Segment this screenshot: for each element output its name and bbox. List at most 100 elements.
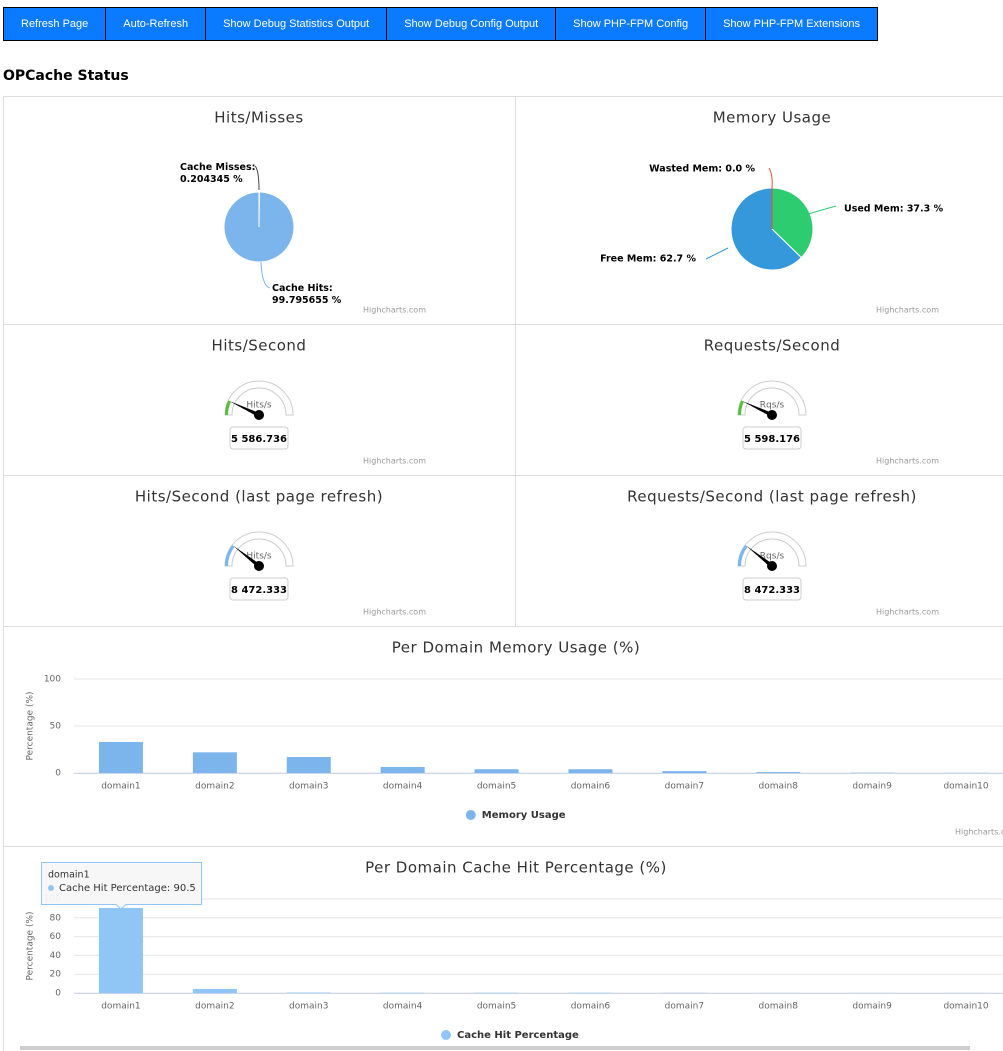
label-box: Cache Hits: 99.795655 %: [272, 283, 342, 306]
x-tick-label: domain8: [759, 782, 799, 792]
y-tick-label: 20: [50, 970, 62, 980]
x-tick-label: domain7: [665, 1002, 704, 1012]
gauge-value: 5 586.736: [231, 434, 287, 445]
gauge-background: [737, 531, 807, 567]
gauge-pivot: [254, 410, 264, 420]
button[interactable]: Show PHP-FPM Extensions: [705, 7, 879, 41]
gauge-band: [225, 400, 231, 415]
bar: [286, 757, 331, 773]
x-tick-label: domain3: [289, 1002, 328, 1012]
x-tick-label: domain2: [195, 1002, 234, 1012]
panel-border: [3, 846, 1003, 1051]
credits: Highcharts.com: [363, 306, 426, 315]
gauge-band: [738, 400, 744, 415]
chart-title: Hits/Second (last page refresh): [135, 488, 383, 506]
pie-slice: [730, 187, 803, 271]
gauge-needle: [742, 400, 773, 417]
gauge-pivot: [767, 561, 777, 571]
gauge-needle: [746, 545, 774, 568]
scrollbar: [20, 1046, 970, 1050]
gauge-value: 5 598.176: [744, 434, 800, 445]
bar: [192, 988, 237, 993]
gauge-value: 8 472.333: [231, 585, 287, 596]
button[interactable]: Show Debug Statistics Output: [205, 7, 388, 41]
bar: [98, 741, 143, 773]
legend-label: Memory Usage: [482, 810, 566, 821]
y-tick-label: 50: [50, 722, 62, 732]
legend-label: Cache Hit Percentage: [457, 1030, 579, 1041]
x-tick-label: domain2: [195, 782, 234, 792]
label-connector: [260, 261, 271, 289]
button[interactable]: Refresh Page: [3, 7, 107, 41]
bar: [756, 772, 801, 773]
legend-symbol: [465, 810, 476, 820]
gauge-background: [224, 380, 294, 416]
x-tick-label: domain4: [383, 1002, 423, 1012]
data-label: Free Mem: 62.7 %: [600, 254, 696, 265]
x-tick-label: domain5: [477, 1002, 516, 1012]
button[interactable]: Show Debug Config Output: [386, 7, 557, 41]
pie-slice: [223, 191, 295, 263]
y-tick-label: 0: [55, 769, 61, 779]
data-label: Cache Misses: 0.204345 %: [180, 162, 256, 185]
data-label: Used Mem: 37.3 %: [844, 204, 944, 215]
x-tick-label: domain10: [943, 782, 988, 792]
y-tick-label: 100: [44, 675, 61, 685]
gauge-needle: [233, 545, 261, 568]
y-tick-label: 60: [50, 932, 62, 942]
bar: [662, 771, 707, 773]
heading: OPCache Status: [3, 68, 129, 84]
chart-title: Requests/Second: [704, 337, 841, 355]
data-label: Cache Hits: 99.795655 %: [272, 283, 342, 306]
gauge-band: [738, 545, 748, 566]
tooltip-text: Cache Hit Percentage: 90.5: [59, 883, 196, 894]
x-tick-label: domain8: [759, 1002, 799, 1012]
label-connector: [705, 247, 729, 260]
gauge-value-box: [229, 577, 289, 601]
gauge-value-box: [742, 577, 802, 601]
x-tick-label: domain1: [101, 1002, 140, 1012]
chart-title: Requests/Second (last page refresh): [627, 488, 917, 506]
gauge-value-box: [229, 426, 289, 450]
chart-title: Per Domain Memory Usage (%): [392, 639, 640, 657]
gauge-unit: Rqs/s: [760, 401, 785, 411]
bar: [192, 752, 237, 773]
chart-title: Hits/Second: [212, 337, 307, 355]
tooltip-box: [41, 862, 202, 910]
button[interactable]: Show PHP-FPM Config: [555, 7, 707, 41]
x-tick-label: domain4: [383, 782, 423, 792]
bar: [380, 766, 425, 773]
tooltip-symbol: [48, 885, 54, 891]
x-tick-label: domain5: [477, 782, 516, 792]
gauge-band: [225, 545, 235, 566]
y-axis-label: Percentage (%): [26, 691, 36, 760]
credits: Highcharts.com: [876, 608, 939, 617]
credits: Highcharts.com: [876, 306, 939, 315]
x-tick-label: domain3: [289, 782, 328, 792]
gauge-unit: Hits/s: [246, 401, 272, 411]
gauge-needle: [229, 400, 260, 417]
y-tick-label: 0: [55, 989, 61, 999]
y-tick-label: 40: [50, 951, 62, 961]
gauge-pivot: [254, 561, 264, 571]
label-connector: [254, 165, 260, 191]
gauge-background: [737, 380, 807, 416]
gauge-value: 8 472.333: [744, 585, 800, 596]
gauge-value-box: [742, 426, 802, 450]
label-connector: [768, 167, 773, 189]
gauge-background: [224, 531, 294, 567]
bar: [98, 907, 143, 993]
button[interactable]: Auto-Refresh: [105, 7, 207, 41]
gauge-pivot: [767, 410, 777, 420]
y-tick-label: 80: [50, 913, 62, 923]
button-bar: Refresh Page Auto-Refresh Show Debug Stati…: [3, 7, 879, 41]
x-tick-label: domain9: [852, 1002, 892, 1012]
chart-title: Hits/Misses: [214, 109, 303, 127]
x-tick-label: domain7: [665, 782, 704, 792]
y-axis-label: Percentage (%): [26, 911, 36, 980]
credits: Highcharts.com: [876, 457, 939, 466]
gauge-unit: Rqs/s: [760, 552, 785, 562]
bar: [474, 769, 519, 773]
